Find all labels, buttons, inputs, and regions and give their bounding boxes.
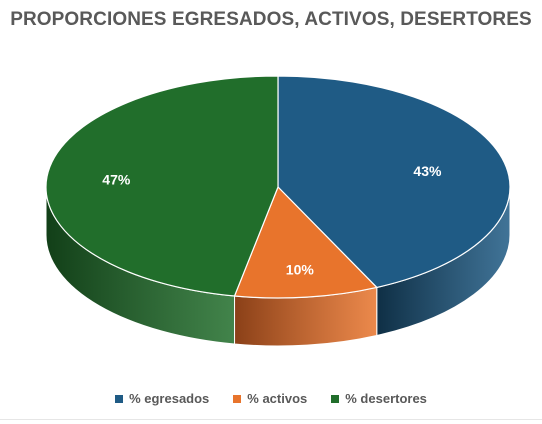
pie-slice-egresados[interactable] [277, 75, 511, 289]
legend: % egresados % activos % desertores [0, 391, 542, 406]
legend-item-activos[interactable]: % activos [233, 391, 307, 406]
data-label-egresados: 43% [413, 163, 442, 179]
legend-swatch-activos [233, 394, 242, 403]
chart-title: PROPORCIONES EGRESADOS, ACTIVOS, DESERTO… [10, 9, 532, 30]
pie-slice-activos[interactable] [233, 185, 378, 299]
data-label-desertores: 47% [102, 172, 131, 188]
legend-swatch-desertores [331, 394, 340, 403]
legend-label-activos: % activos [247, 391, 308, 406]
legend-label-desertores: % desertores [345, 391, 427, 406]
legend-item-egresados[interactable]: % egresados [115, 391, 209, 406]
legend-swatch-egresados [115, 394, 124, 403]
legend-label-egresados: % egresados [129, 391, 210, 406]
data-label-activos: 10% [286, 262, 315, 278]
legend-item-desertores[interactable]: % desertores [331, 391, 427, 406]
bottom-divider [0, 419, 542, 420]
pie-slice-desertores[interactable] [45, 75, 279, 297]
